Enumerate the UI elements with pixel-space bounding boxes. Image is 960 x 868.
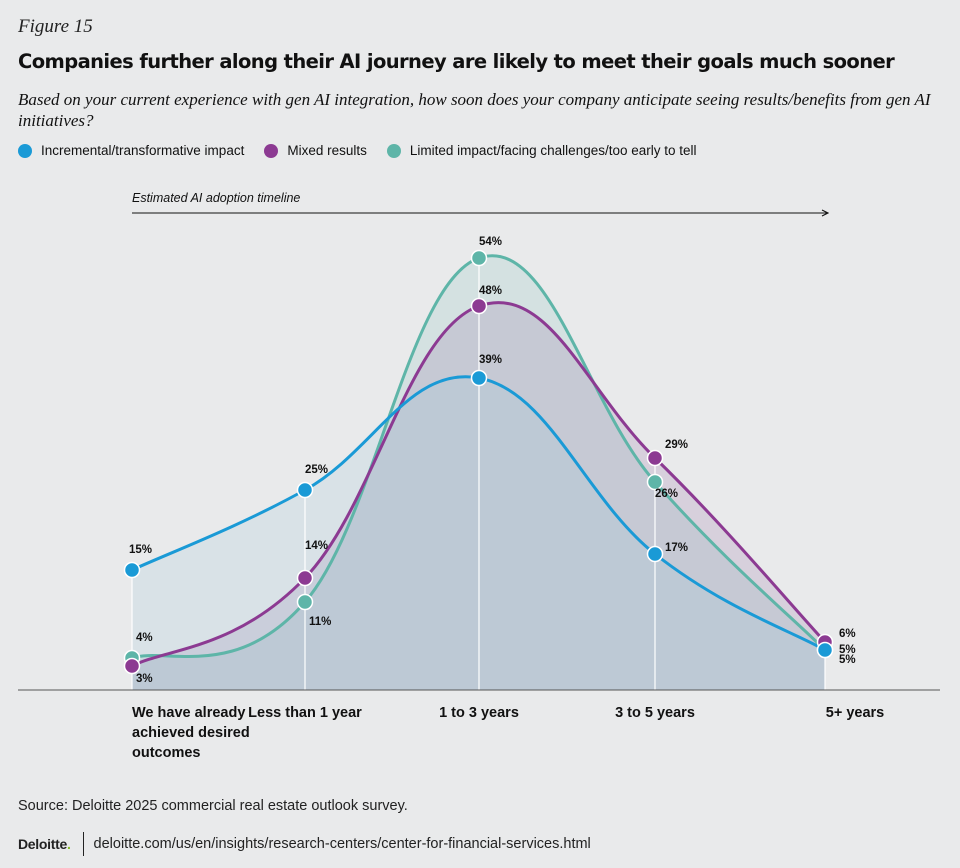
legend-dot-icon xyxy=(264,143,279,158)
data-point xyxy=(470,249,488,267)
legend-item-incremental: Incremental/transformative impact xyxy=(18,143,244,158)
data-point xyxy=(470,297,488,315)
legend-label: Limited impact/facing challenges/too ear… xyxy=(409,143,697,158)
footer-divider xyxy=(82,832,84,856)
value-label: 4% xyxy=(136,632,153,644)
value-label: 5% xyxy=(839,654,856,666)
category-label: 5+ years xyxy=(826,705,884,721)
chart-subtitle: Based on your current experience with ge… xyxy=(18,90,931,130)
value-label: 14% xyxy=(305,540,328,552)
legend-label: Mixed results xyxy=(287,143,367,158)
source-note: Source: Deloitte 2025 commercial real es… xyxy=(18,798,408,814)
data-point xyxy=(123,561,141,579)
value-label: 5% xyxy=(839,644,856,656)
data-point xyxy=(296,481,314,499)
category-label: achieved desired xyxy=(132,725,250,741)
legend: Incremental/transformative impact Mixed … xyxy=(18,143,717,158)
legend-item-limited: Limited impact/facing challenges/too ear… xyxy=(386,143,697,158)
category-label: 3 to 5 years xyxy=(615,705,695,721)
legend-dot-icon xyxy=(18,143,32,158)
deloitte-logo: Deloitte. xyxy=(18,836,71,852)
data-point xyxy=(646,449,664,467)
data-point xyxy=(646,473,664,491)
figure-label: Figure 15 xyxy=(18,16,93,37)
value-label: 15% xyxy=(129,544,152,556)
category-label: We have already xyxy=(132,705,245,721)
legend-label: Incremental/transformative impact xyxy=(41,143,245,158)
category-label: Less than 1 year xyxy=(248,705,362,721)
value-label: 6% xyxy=(839,628,856,640)
footer-url[interactable]: deloitte.com/us/en/insights/research-cen… xyxy=(93,836,591,852)
category-label: 1 to 3 years xyxy=(439,705,519,721)
chart-title: Companies further along their AI journey… xyxy=(18,50,895,73)
footer: Deloitte. deloitte.com/us/en/insights/re… xyxy=(18,832,591,856)
value-label: 17% xyxy=(665,542,688,554)
data-point xyxy=(816,641,834,659)
value-label: 48% xyxy=(479,285,502,297)
value-label: 11% xyxy=(309,616,331,628)
data-point xyxy=(296,569,314,587)
timeline-label: Estimated AI adoption timeline xyxy=(132,191,301,205)
value-label: 54% xyxy=(479,236,502,248)
data-point xyxy=(296,593,314,611)
data-point xyxy=(470,369,488,387)
legend-item-mixed: Mixed results xyxy=(264,143,367,158)
value-label: 3% xyxy=(136,673,153,685)
category-label: outcomes xyxy=(132,745,201,761)
data-point xyxy=(646,545,664,563)
value-label: 26% xyxy=(655,488,678,500)
legend-dot-icon xyxy=(386,143,401,158)
data-point xyxy=(123,657,141,675)
value-label: 29% xyxy=(665,439,688,451)
value-label: 39% xyxy=(479,354,502,366)
value-label: 25% xyxy=(305,464,328,476)
